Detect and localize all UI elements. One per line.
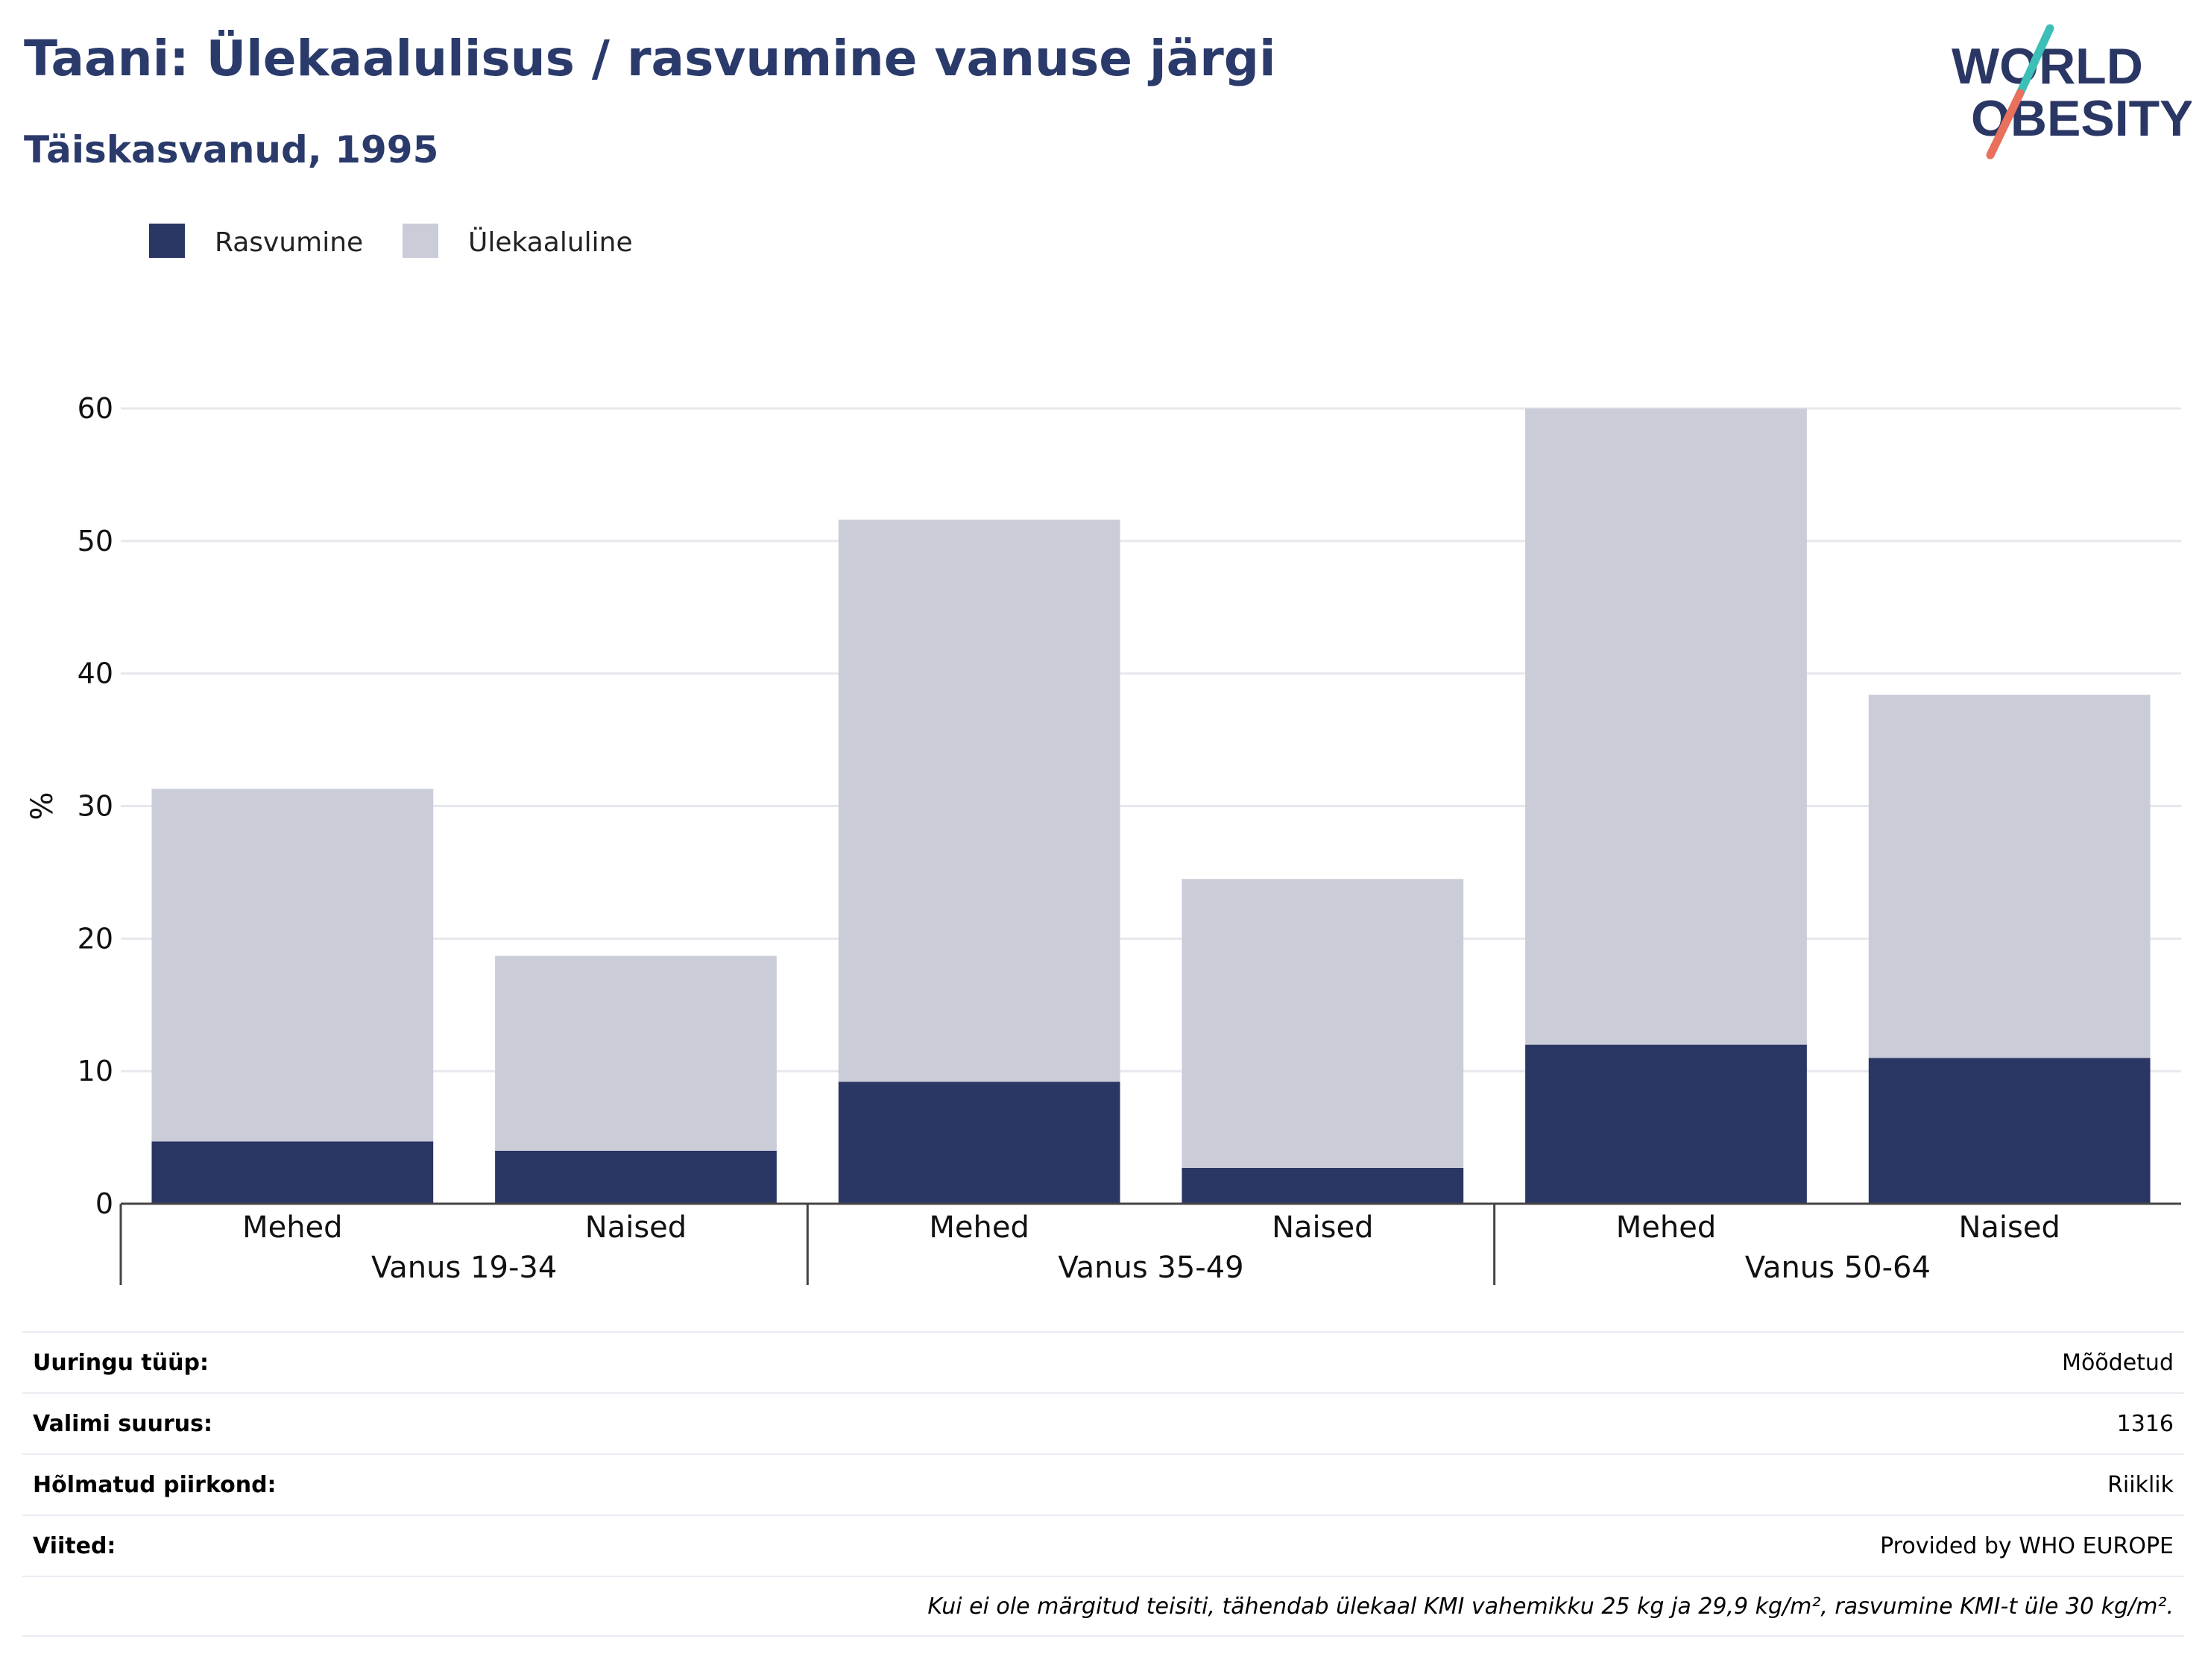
legend-label: Rasvumine <box>215 227 363 258</box>
gridlines <box>121 407 2181 1073</box>
bar-chart: Rasvumine Ülekaaluline 0 10 20 30 40 50 60% Meh… <box>25 224 2181 1285</box>
x-group-label: Vanus 50-64 <box>1745 1251 1931 1285</box>
bar--lekaaluline <box>1868 695 2151 1058</box>
meta-label: Hõlmatud piirkond: <box>33 1471 277 1498</box>
bar-rasvumine <box>1868 1058 2151 1204</box>
x-category-label: Naised <box>1272 1210 1373 1245</box>
meta-value: Riiklik <box>2107 1471 2174 1498</box>
meta-row-sample-size: Valimi suurus: 1316 <box>22 1392 2184 1453</box>
y-tick-label: 30 <box>78 790 113 823</box>
legend: Rasvumine Ülekaaluline <box>149 224 633 258</box>
bar-rasvumine <box>495 1150 777 1204</box>
bar--lekaaluline <box>151 789 434 1142</box>
definition-note: Kui ei ole märgitud teisiti, tähendab ül… <box>22 1576 2184 1637</box>
bar-rasvumine <box>151 1141 434 1204</box>
meta-value: 1316 <box>2116 1410 2174 1437</box>
bar--lekaaluline <box>838 520 1120 1082</box>
x-group-label: Vanus 19-34 <box>371 1251 557 1285</box>
legend-label: Ülekaaluline <box>468 227 633 258</box>
x-category-label: Mehed <box>1616 1210 1716 1245</box>
meta-row-references: Viited: Provided by WHO EUROPE <box>22 1515 2184 1576</box>
y-tick-labels: 0 10 20 30 40 50 60% <box>25 392 113 1220</box>
y-tick-label: 40 <box>78 657 113 690</box>
logo-slash-coral <box>1986 89 2025 160</box>
bar-rasvumine <box>838 1081 1120 1204</box>
world-obesity-logo: WORLD OBESITY <box>1952 24 2192 160</box>
y-tick-label: 0 <box>95 1187 113 1220</box>
x-group-label: Vanus 35-49 <box>1058 1251 1243 1285</box>
x-category-label: Naised <box>1958 1210 2060 1245</box>
bar-rasvumine <box>1182 1167 1464 1204</box>
meta-row-survey-type: Uuringu tüüp: Mõõdetud <box>22 1331 2184 1392</box>
logo-slash-teal <box>2016 24 2054 98</box>
bar-rasvumine <box>1525 1044 1807 1204</box>
x-category-label: Mehed <box>242 1210 342 1245</box>
bars <box>151 408 2151 1204</box>
bar--lekaaluline <box>495 956 777 1151</box>
meta-value: Provided by WHO EUROPE <box>1880 1532 2174 1559</box>
y-tick-label: 20 <box>78 922 113 955</box>
y-tick-label: 60 <box>78 392 113 425</box>
note-text: Kui ei ole märgitud teisiti, tähendab ül… <box>927 1593 2174 1620</box>
logo-line1: WORLD <box>1952 38 2143 95</box>
meta-label: Viited: <box>33 1532 116 1559</box>
bar--lekaaluline <box>1182 879 1464 1168</box>
x-category-label: Mehed <box>929 1210 1029 1245</box>
y-axis-label: % <box>25 792 60 820</box>
x-labels: Mehed Naised Vanus 19-34 Mehed Naised Vanus 3… <box>242 1210 2060 1285</box>
metadata-table: Uuringu tüüp: Mõõdetud Valimi suurus: 13… <box>22 1331 2184 1637</box>
y-tick-label: 50 <box>78 525 113 558</box>
chart-subtitle: Täiskasvanud, 1995 <box>24 128 439 171</box>
y-tick-label: 10 <box>78 1055 113 1087</box>
bar--lekaaluline <box>1525 408 1807 1045</box>
meta-label: Uuringu tüüp: <box>33 1349 209 1376</box>
meta-row-coverage: Hõlmatud piirkond: Riiklik <box>22 1453 2184 1515</box>
meta-label: Valimi suurus: <box>33 1410 212 1437</box>
legend-swatch <box>403 224 438 258</box>
legend-swatch <box>149 224 185 258</box>
x-category-label: Naised <box>585 1210 687 1245</box>
axes <box>119 1202 2181 1285</box>
meta-value: Mõõdetud <box>2062 1349 2174 1376</box>
chart-title: Taani: Ülekaalulisus / rasvumine vanuse … <box>24 30 1276 87</box>
